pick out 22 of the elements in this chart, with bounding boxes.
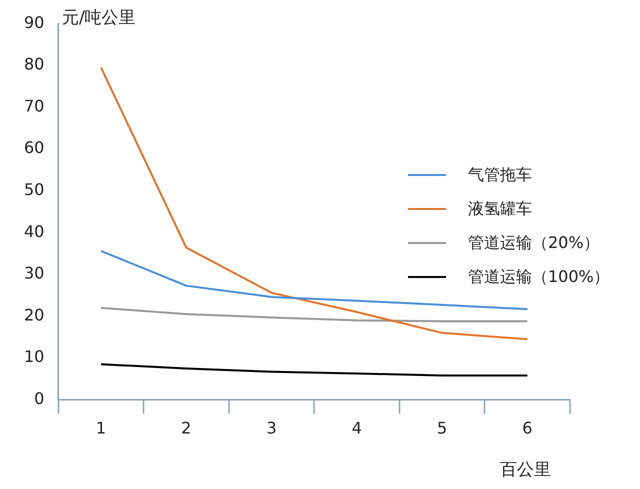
x-tick-label: 6 [522,418,532,438]
y-tick-label: 50 [24,180,44,199]
x-tick-label: 2 [181,418,192,438]
y-tick-label: 20 [24,305,44,324]
legend-label: 管道运输（20%） [468,232,600,254]
legend-label: 气管拖车 [468,164,532,186]
legend-label: 液氢罐车 [468,198,532,220]
x-axis-title: 百公里 [500,459,551,481]
y-tick-label: 70 [24,96,44,116]
y-tick-label: 80 [24,54,44,74]
y-tick-label: 40 [24,222,44,241]
y-tick-label: 10 [24,347,44,366]
y-tick-label: 30 [24,264,44,283]
y-tick-label: 60 [24,138,44,158]
legend-label: 管道运输（100%） [468,266,610,288]
y-tick-label: 0 [34,388,44,408]
x-tick-label: 1 [96,418,106,438]
x-tick-label: 5 [436,418,448,438]
y-tick-label: 90 [24,12,44,32]
x-tick-label: 4 [352,418,362,438]
y-axis-title: 元/吨公里 [62,7,136,29]
x-tick-label: 3 [266,418,277,438]
